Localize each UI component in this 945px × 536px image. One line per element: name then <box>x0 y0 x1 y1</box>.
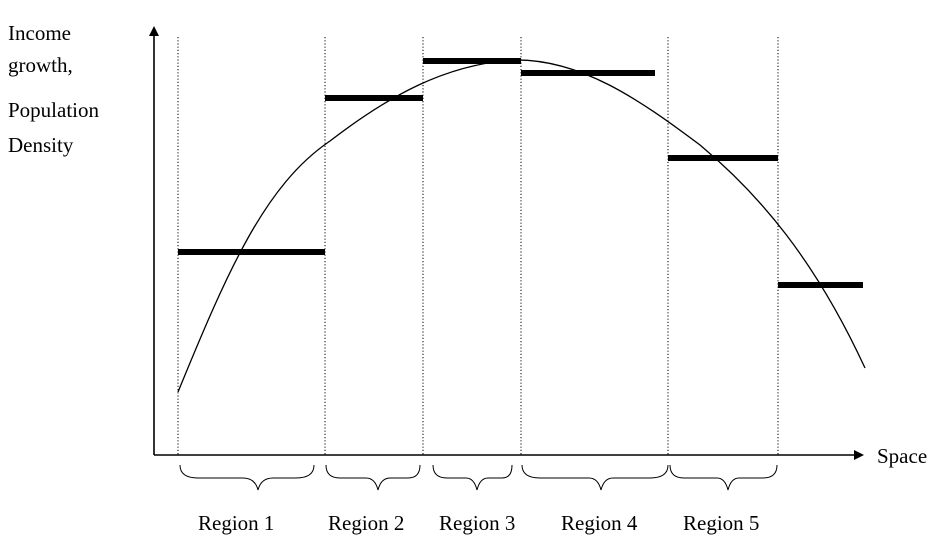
region-3-brace <box>432 464 513 491</box>
region-4-label: Region 4 <box>561 511 638 535</box>
y-axis-label-line-4: Density <box>8 133 74 157</box>
region-1-brace <box>179 464 315 491</box>
region-2-brace <box>325 464 421 491</box>
y-axis-label-line-2: growth, <box>8 53 73 77</box>
y-axis-label-line-1: Income <box>8 21 71 45</box>
region-4-brace <box>521 464 669 491</box>
region-5-brace <box>669 464 778 491</box>
region-5-label: Region 5 <box>683 511 759 535</box>
y-axis-label-line-3: Population <box>8 98 100 122</box>
region-2-label: Region 2 <box>328 511 404 535</box>
x-axis-label: Space <box>877 444 927 468</box>
region-3-label: Region 3 <box>439 511 515 535</box>
region-1-label: Region 1 <box>198 511 274 535</box>
